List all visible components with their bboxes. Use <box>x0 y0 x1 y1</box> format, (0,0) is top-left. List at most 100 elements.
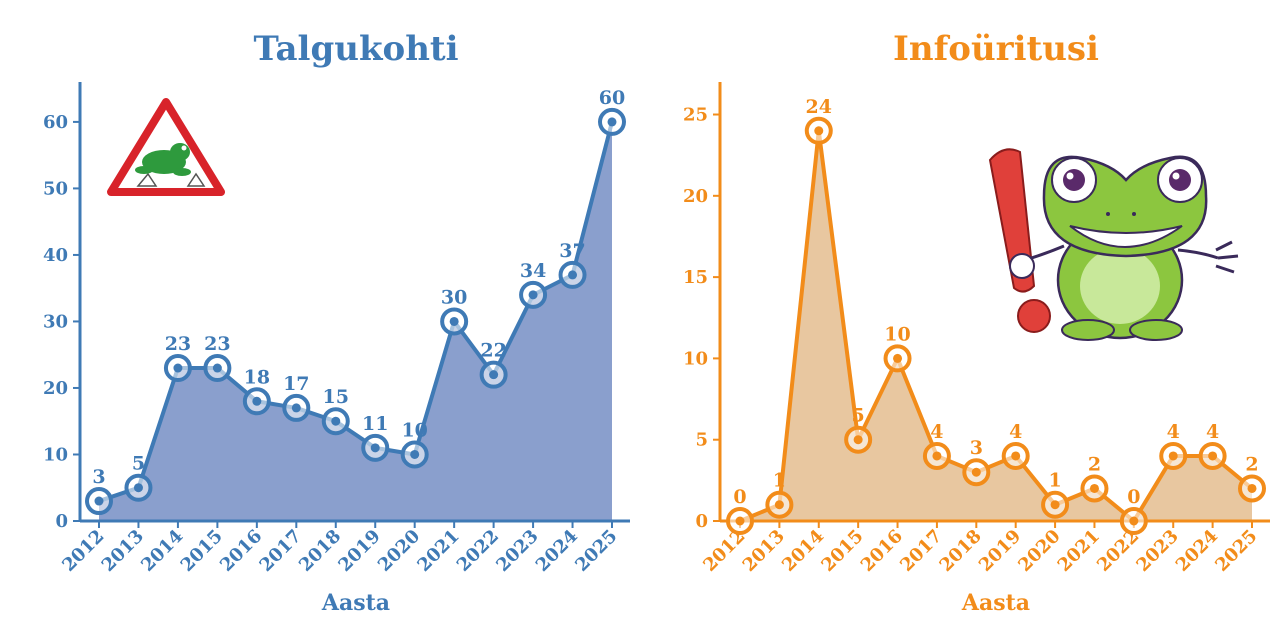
data-point-center <box>331 416 341 426</box>
data-point-center <box>735 516 745 526</box>
data-label: 4 <box>1206 421 1219 443</box>
x-tick-label: 2018 <box>295 526 345 576</box>
data-point-center <box>94 496 104 506</box>
data-point-center <box>1208 451 1218 461</box>
data-point-center <box>1168 451 1178 461</box>
y-tick-label: 10 <box>683 348 708 369</box>
data-point-center <box>1129 516 1139 526</box>
data-point-center <box>291 403 301 413</box>
y-tick-label: 20 <box>683 186 708 207</box>
y-tick-label: 30 <box>43 311 68 332</box>
data-label: 30 <box>441 286 467 308</box>
chart-talgukohti: Talgukohti Aasta 01020304050602012201320… <box>43 29 630 616</box>
data-label: 17 <box>283 373 309 395</box>
frog-with-exclamation-mark-icon <box>988 148 1239 341</box>
data-point-center <box>607 117 617 127</box>
x-tick-label: 2021 <box>413 526 463 576</box>
data-point-center <box>252 396 262 406</box>
data-label: 2 <box>1245 453 1258 475</box>
data-label: 15 <box>323 386 349 408</box>
x-tick-label: 2015 <box>817 526 867 576</box>
x-tick-label: 2019 <box>975 526 1025 576</box>
x-tick-label: 2025 <box>571 526 621 576</box>
data-label: 0 <box>733 486 746 508</box>
x-tick-label: 2016 <box>216 526 266 576</box>
data-point-center <box>489 370 499 380</box>
data-label: 1 <box>1048 470 1061 492</box>
data-point-center <box>568 270 578 280</box>
y-tick-label: 10 <box>43 444 68 465</box>
data-point-center <box>449 316 459 326</box>
x-tick-label: 2017 <box>896 526 946 576</box>
x-tick-label: 2019 <box>334 526 384 576</box>
data-point-center <box>774 500 784 510</box>
y-tick-label: 0 <box>55 511 68 532</box>
x-tick-label: 2020 <box>1014 526 1064 576</box>
x-tick-label: 2024 <box>532 526 582 576</box>
data-label: 60 <box>599 87 625 109</box>
data-point-center <box>370 443 380 453</box>
y-tick-label: 50 <box>43 178 68 199</box>
x-tick-label: 2017 <box>256 526 306 576</box>
data-label: 22 <box>480 340 506 362</box>
data-point-center <box>893 353 903 363</box>
data-point-center <box>814 126 824 136</box>
data-label: 10 <box>884 323 910 345</box>
data-point-center <box>173 363 183 373</box>
chart-infouritusi: Infoüritusi Aasta 0510152025201220132014… <box>683 29 1270 616</box>
data-point-center <box>932 451 942 461</box>
y-tick-label: 25 <box>683 105 708 126</box>
data-point-center <box>1089 483 1099 493</box>
y-tick-label: 15 <box>683 267 708 288</box>
data-label: 4 <box>1009 421 1022 443</box>
data-label: 23 <box>204 333 230 355</box>
x-tick-label: 2013 <box>98 526 148 576</box>
x-tick-label: 2021 <box>1054 526 1104 576</box>
chart-title: Talgukohti <box>253 29 458 69</box>
data-label: 1 <box>773 470 786 492</box>
data-point-center <box>1011 451 1021 461</box>
y-tick-label: 40 <box>43 245 68 266</box>
data-point-center <box>853 435 863 445</box>
x-tick-label: 2025 <box>1211 526 1261 576</box>
data-point-center <box>1247 483 1257 493</box>
x-tick-label: 2024 <box>1172 526 1222 576</box>
x-tick-label: 2012 <box>58 526 108 576</box>
x-tick-label: 2023 <box>492 526 542 576</box>
x-axis-label: Aasta <box>321 590 390 616</box>
data-label: 34 <box>520 260 546 282</box>
chart-title: Infoüritusi <box>893 29 1099 69</box>
y-tick-label: 5 <box>695 430 708 451</box>
series-area <box>99 121 612 521</box>
data-label: 0 <box>1127 486 1140 508</box>
data-label: 24 <box>806 96 832 118</box>
x-axis-label: Aasta <box>961 590 1030 616</box>
x-tick-label: 2015 <box>177 526 227 576</box>
y-tick-label: 0 <box>695 511 708 532</box>
x-tick-label: 2014 <box>778 526 828 576</box>
x-tick-label: 2018 <box>936 526 986 576</box>
y-tick-label: 60 <box>43 112 68 133</box>
data-point-center <box>133 483 143 493</box>
data-point-center <box>528 290 538 300</box>
x-tick-label: 2016 <box>857 526 907 576</box>
x-tick-label: 2020 <box>374 526 424 576</box>
data-label: 5 <box>132 453 145 475</box>
data-point-center <box>1050 500 1060 510</box>
data-label: 3 <box>970 437 983 459</box>
data-point-center <box>212 363 222 373</box>
data-label: 4 <box>1167 421 1180 443</box>
x-tick-label: 2014 <box>137 526 187 576</box>
data-label: 23 <box>165 333 191 355</box>
data-point-center <box>410 449 420 459</box>
data-label: 37 <box>559 240 585 262</box>
y-tick-label: 20 <box>43 378 68 399</box>
data-label: 4 <box>930 421 943 443</box>
data-label: 10 <box>401 419 427 441</box>
data-label: 2 <box>1088 453 1101 475</box>
data-point-center <box>971 467 981 477</box>
data-label: 3 <box>92 466 105 488</box>
data-label: 11 <box>362 413 388 435</box>
